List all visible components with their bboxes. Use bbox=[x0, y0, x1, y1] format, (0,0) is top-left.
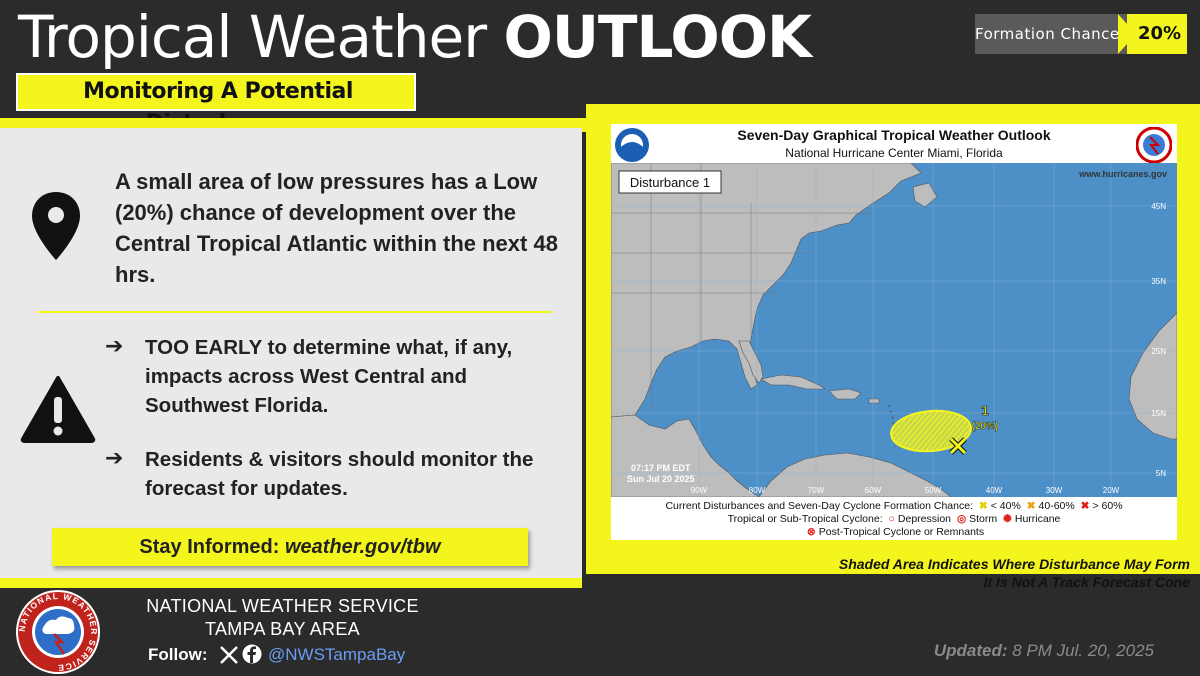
stay-informed-text[interactable]: Stay Informed: weather.gov/tbw bbox=[139, 536, 441, 558]
formation-chance-label: Formation Chance: bbox=[975, 25, 1126, 43]
bullet-too-early: TOO EARLY to determine what, if any, imp… bbox=[145, 336, 513, 417]
legend-formation: Current Disturbances and Seven-Day Cyclo… bbox=[665, 500, 1123, 512]
lon-label: 40W bbox=[986, 486, 1003, 495]
noaa-logo-icon bbox=[615, 128, 649, 162]
lon-label: 30W bbox=[1046, 486, 1063, 495]
system-number: 1 bbox=[981, 403, 988, 418]
lon-label: 90W bbox=[691, 486, 708, 495]
lon-label: 20W bbox=[1103, 486, 1120, 495]
location-pin-icon bbox=[32, 192, 80, 260]
lat-label: 15N bbox=[1151, 409, 1166, 418]
high-chance-x-icon: ✖ bbox=[1080, 500, 1090, 512]
lesser-antilles bbox=[888, 404, 896, 447]
central-america-landmass bbox=[611, 414, 760, 497]
lat-label: 45N bbox=[1151, 202, 1166, 211]
follow-label: Follow: bbox=[148, 645, 208, 664]
website-link[interactable]: weather.gov/tbw bbox=[284, 536, 441, 558]
lon-label: 50W bbox=[925, 486, 942, 495]
lon-label: 60W bbox=[865, 486, 882, 495]
post-tropical-icon: ⊗ bbox=[806, 526, 816, 538]
stay-informed-box bbox=[52, 528, 528, 566]
info-panel bbox=[0, 128, 582, 580]
summary-text: A small area of low pressures has a Low … bbox=[115, 169, 558, 287]
footer-accent-band bbox=[0, 578, 582, 590]
map-note-1: Shaded Area Indicates Where Disturbance … bbox=[838, 556, 1190, 572]
map-note-2: It Is Not A Track Forecast Cone bbox=[983, 574, 1190, 590]
page-title: Tropical Weather OUTLOOK bbox=[18, 3, 812, 71]
legend-post-tropical: ⊗ Post-Tropical Cyclone or Remnants bbox=[806, 526, 985, 538]
bullet-arrow-icon: ➔ bbox=[105, 446, 124, 471]
section-divider bbox=[38, 311, 552, 313]
cuba-landmass bbox=[760, 374, 826, 390]
footer-bar bbox=[0, 588, 1200, 675]
lon-label: 80W bbox=[749, 486, 766, 495]
org-name: NATIONAL WEATHER SERVICE bbox=[146, 596, 419, 616]
depression-icon: ○ bbox=[888, 513, 895, 525]
subtitle-box bbox=[16, 73, 416, 111]
map-title: Seven-Day Graphical Tropical Weather Out… bbox=[737, 127, 1051, 143]
disturbance-marker-icon bbox=[949, 437, 967, 455]
lon-labels: 90W 80W 70W 60W 50W 40W 30W 20W bbox=[691, 486, 1120, 495]
org-office: TAMPA BAY AREA bbox=[205, 619, 360, 639]
map-timestamp: 07:17 PM EDT Sun Jul 20 2025 bbox=[627, 463, 695, 484]
mid-chance-x-icon: ✖ bbox=[1026, 500, 1036, 512]
disturbance-label: Disturbance 1 bbox=[630, 175, 710, 190]
timestamp-line1: 07:17 PM EDT bbox=[631, 463, 691, 473]
formation-chance-label-box bbox=[975, 14, 1127, 54]
bullet-monitor: Residents & visitors should monitor the … bbox=[145, 448, 534, 500]
system-chance: (20%) bbox=[972, 421, 999, 432]
lon-label: 70W bbox=[808, 486, 825, 495]
nws-logo-icon: NATIONAL WEATHER SERVICE bbox=[16, 590, 100, 674]
legend-cyclone: Tropical or Sub-Tropical Cyclone: ○ Depre… bbox=[727, 513, 1061, 525]
hurricane-icon: ✺ bbox=[1003, 513, 1012, 525]
south-america-landmass bbox=[758, 452, 952, 497]
updated-timestamp: Updated: 8 PM Jul. 20, 2025 bbox=[933, 641, 1154, 660]
disturbance-label-box bbox=[618, 170, 722, 194]
lat-label: 25N bbox=[1151, 347, 1166, 356]
map-subtitle: National Hurricane Center Miami, Florida bbox=[785, 146, 1003, 160]
low-chance-x-icon: ✖ bbox=[978, 500, 988, 512]
state-borders bbox=[611, 163, 871, 413]
lat-label: 35N bbox=[1151, 277, 1166, 286]
formation-chance-value-box bbox=[1127, 14, 1187, 54]
newfoundland-landmass bbox=[912, 182, 938, 208]
outlook-map: Disturbance 1 www.hurricanes.gov 45N 35N… bbox=[611, 163, 1177, 497]
x-social-icon[interactable] bbox=[218, 644, 240, 666]
africa-landmass bbox=[1128, 312, 1177, 440]
warning-icon bbox=[20, 376, 96, 443]
north-america-landmass bbox=[611, 163, 922, 418]
timestamp-line2: Sun Jul 20 2025 bbox=[627, 474, 695, 484]
formation-chance-value: 20% bbox=[1137, 23, 1182, 44]
storm-icon: ◎ bbox=[956, 513, 967, 525]
lat-labels: 45N 35N 25N 15N 5N bbox=[1151, 202, 1166, 478]
puerto-rico-landmass bbox=[868, 398, 880, 404]
nws-small-logo-icon bbox=[1136, 127, 1172, 163]
social-handle[interactable]: @NWSTampaBay bbox=[268, 645, 406, 664]
website-label: www.hurricanes.gov bbox=[1078, 169, 1167, 179]
bullet-arrow-icon: ➔ bbox=[105, 334, 124, 359]
lat-label: 5N bbox=[1156, 469, 1166, 478]
hispaniola-landmass bbox=[828, 388, 862, 400]
facebook-icon[interactable] bbox=[242, 644, 262, 664]
